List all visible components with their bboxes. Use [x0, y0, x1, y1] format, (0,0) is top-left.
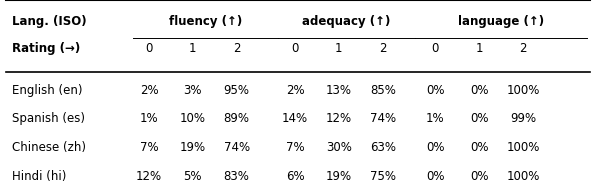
- Text: 74%: 74%: [370, 112, 396, 125]
- Text: 2%: 2%: [139, 84, 159, 97]
- Text: 2: 2: [519, 42, 527, 55]
- Text: 75%: 75%: [370, 170, 396, 183]
- Text: adequacy (↑): adequacy (↑): [302, 15, 390, 28]
- Text: 1: 1: [476, 42, 483, 55]
- Text: 0%: 0%: [426, 141, 445, 154]
- Text: 89%: 89%: [224, 112, 250, 125]
- Text: 5%: 5%: [184, 170, 202, 183]
- Text: 1%: 1%: [426, 112, 445, 125]
- Text: 1: 1: [189, 42, 197, 55]
- Text: 1: 1: [335, 42, 343, 55]
- Text: 6%: 6%: [285, 170, 305, 183]
- Text: 12%: 12%: [326, 112, 352, 125]
- Text: 14%: 14%: [282, 112, 308, 125]
- Text: 2: 2: [233, 42, 240, 55]
- Text: 63%: 63%: [370, 141, 396, 154]
- Text: 12%: 12%: [136, 170, 162, 183]
- Text: Spanish (es): Spanish (es): [12, 112, 85, 125]
- Text: 2%: 2%: [285, 84, 305, 97]
- Text: language (↑): language (↑): [458, 15, 544, 28]
- Text: 99%: 99%: [510, 112, 536, 125]
- Text: Rating (→): Rating (→): [12, 42, 80, 55]
- Text: 7%: 7%: [285, 141, 305, 154]
- Text: English (en): English (en): [12, 84, 82, 97]
- Text: 0: 0: [145, 42, 153, 55]
- Text: 3%: 3%: [184, 84, 202, 97]
- Text: 0%: 0%: [470, 84, 488, 97]
- Text: 13%: 13%: [326, 84, 352, 97]
- Text: 7%: 7%: [139, 141, 159, 154]
- Text: 30%: 30%: [326, 141, 352, 154]
- Text: 95%: 95%: [224, 84, 250, 97]
- Text: 83%: 83%: [224, 170, 250, 183]
- Text: 100%: 100%: [506, 84, 539, 97]
- Text: Chinese (zh): Chinese (zh): [12, 141, 86, 154]
- Text: 0%: 0%: [470, 112, 488, 125]
- Text: 74%: 74%: [224, 141, 250, 154]
- Text: 10%: 10%: [180, 112, 206, 125]
- Text: 19%: 19%: [180, 141, 206, 154]
- Text: Lang. (ISO): Lang. (ISO): [12, 15, 86, 28]
- Text: 0: 0: [432, 42, 439, 55]
- Text: 100%: 100%: [506, 141, 539, 154]
- Text: 2: 2: [379, 42, 386, 55]
- Text: 0%: 0%: [426, 84, 445, 97]
- Text: fluency (↑): fluency (↑): [169, 15, 243, 28]
- Text: 0%: 0%: [470, 141, 488, 154]
- Text: 0: 0: [291, 42, 299, 55]
- Text: 100%: 100%: [506, 170, 539, 183]
- Text: 0%: 0%: [470, 170, 488, 183]
- Text: 0%: 0%: [426, 170, 445, 183]
- Text: Hindi (hi): Hindi (hi): [12, 170, 66, 183]
- Text: 1%: 1%: [139, 112, 159, 125]
- Text: 85%: 85%: [370, 84, 396, 97]
- Text: 19%: 19%: [326, 170, 352, 183]
